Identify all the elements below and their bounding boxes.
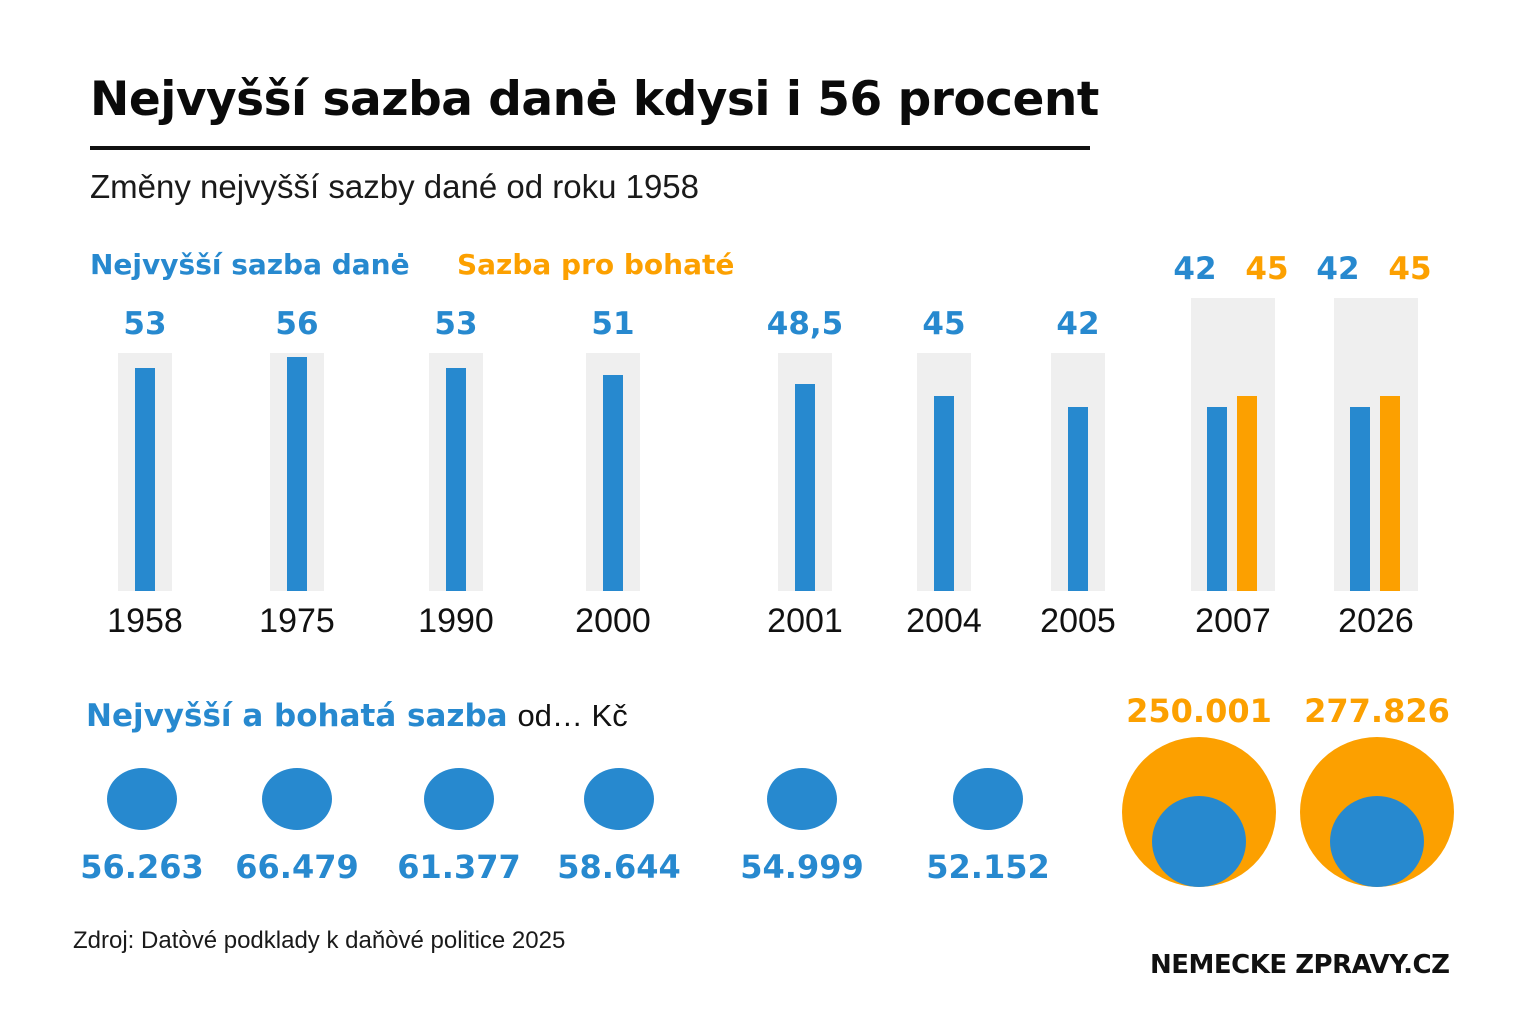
year-label: 1958 — [107, 602, 183, 640]
threshold-dot-top-rate — [107, 768, 177, 830]
threshold-dot-top-rate-inner — [1152, 796, 1246, 887]
bar-top-rate — [1350, 407, 1370, 591]
title-underline — [90, 146, 1090, 150]
threshold-dot-top-rate — [767, 768, 837, 830]
value-label-rich-rate: 45 — [1388, 251, 1432, 287]
threshold-label-top-rate: 56.263 — [80, 848, 204, 886]
value-label-top-rate: 56 — [275, 306, 319, 342]
year-label: 2001 — [767, 602, 843, 640]
year-label: 2007 — [1195, 602, 1271, 640]
brand-logo: NEMECKE ZPRAVY.CZ — [1150, 950, 1450, 980]
bar-top-rate — [135, 367, 155, 591]
year-label: 2000 — [575, 602, 651, 640]
year-label: 2026 — [1338, 602, 1414, 640]
bar-track — [1191, 298, 1275, 591]
threshold-dot-top-rate — [584, 768, 654, 830]
year-label: 2004 — [906, 602, 982, 640]
bar-top-rate — [603, 374, 623, 591]
year-label: 1990 — [418, 602, 494, 640]
bar-top-rate — [1068, 407, 1088, 591]
value-label-top-rate: 48,5 — [766, 306, 844, 342]
value-label-rich-rate: 45 — [1245, 251, 1289, 287]
value-label-top-rate: 51 — [591, 306, 635, 342]
chart-subtitle: Změny nejvyšší sazby dané od roku 1958 — [90, 168, 700, 205]
threshold-label-top-rate: 54.999 — [740, 848, 864, 886]
threshold-dot-top-rate — [424, 768, 494, 830]
threshold-title-bold: Nejvyšší a bohatá sazba — [86, 698, 508, 734]
year-label: 1975 — [259, 602, 335, 640]
threshold-label-top-rate: 66.479 — [235, 848, 359, 886]
threshold-dot-top-rate — [262, 768, 332, 830]
threshold-label-rich-rate: 250.001 — [1126, 692, 1272, 730]
threshold-label-top-rate: 61.377 — [397, 848, 521, 886]
legend-rich-rate: Sazba pro bohaté — [457, 248, 735, 281]
chart-title: Nejvyšší sazba danė kdysi i 56 procent — [90, 72, 1099, 127]
threshold-label-top-rate: 52.152 — [926, 848, 1050, 886]
threshold-label-rich-rate: 277.826 — [1304, 692, 1450, 730]
bar-top-rate — [795, 383, 815, 591]
bar-rich-rate — [1237, 396, 1257, 591]
value-label-top-rate: 42 — [1173, 251, 1217, 287]
year-label: 2005 — [1040, 602, 1116, 640]
value-label-top-rate: 42 — [1316, 251, 1360, 287]
bar-top-rate — [934, 396, 954, 591]
bar-rich-rate — [1380, 396, 1400, 591]
bar-track — [1334, 298, 1418, 591]
legend-top-rate: Nejvyšší sazba danė — [90, 248, 410, 281]
threshold-section-title: Nejvyšší a bohatá sazba od… Kč — [86, 698, 628, 734]
value-label-top-rate: 53 — [434, 306, 478, 342]
threshold-label-top-rate: 58.644 — [557, 848, 681, 886]
source-note: Zdroj: Datòvé podklady k daňòvé politice… — [73, 927, 566, 954]
value-label-top-rate: 53 — [123, 306, 167, 342]
bar-top-rate — [446, 367, 466, 591]
value-label-top-rate: 42 — [1056, 306, 1100, 342]
threshold-title-rest: od… Kč — [517, 698, 628, 733]
bar-top-rate — [287, 357, 307, 591]
threshold-dot-top-rate-inner — [1330, 796, 1424, 887]
value-label-top-rate: 45 — [922, 306, 966, 342]
bar-top-rate — [1207, 407, 1227, 591]
threshold-dot-top-rate — [953, 768, 1023, 830]
